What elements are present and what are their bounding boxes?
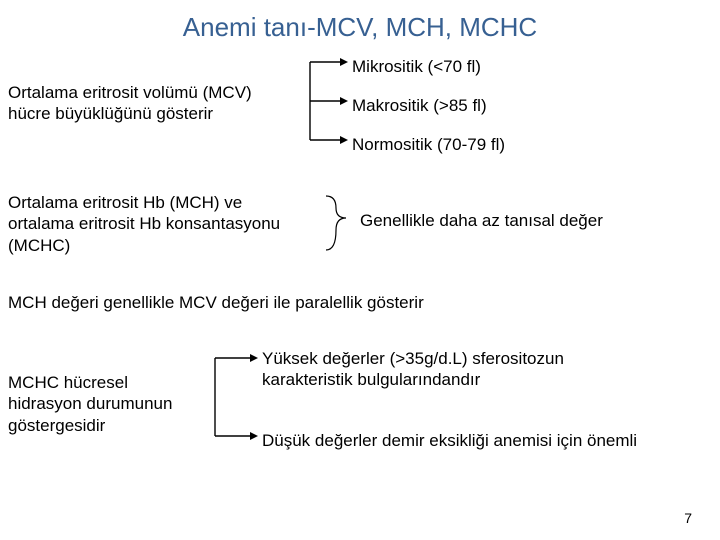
- mchc-bracket: [0, 0, 720, 540]
- page-number: 7: [684, 510, 692, 526]
